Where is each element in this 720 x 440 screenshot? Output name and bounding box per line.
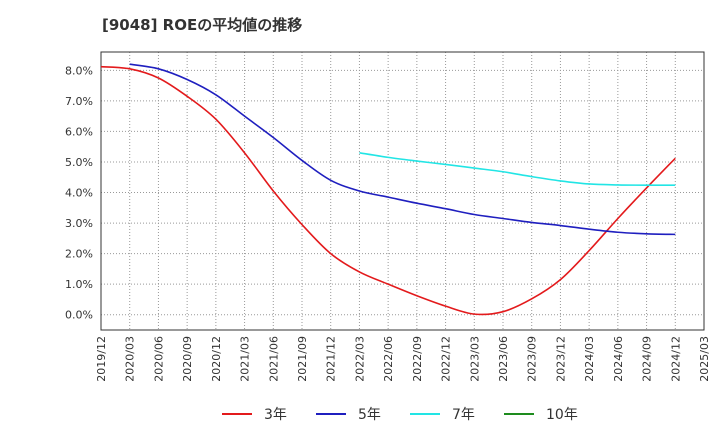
- y-tick-label: 3.0%: [65, 217, 93, 230]
- x-tick-label: 2020/06: [152, 336, 165, 382]
- x-tick-label: 2021/09: [296, 336, 309, 382]
- x-tick-label: 2023/12: [554, 336, 567, 382]
- x-tick-label: 2023/06: [497, 336, 510, 382]
- y-axis-tick-labels: 0.0% 1.0% 2.0% 3.0% 4.0% 5.0% 6.0% 7.0% 8.0%: [65, 64, 93, 321]
- x-tick-label: 2024/03: [583, 336, 596, 382]
- x-tick-label: 2022/12: [440, 336, 453, 382]
- x-tick-label: 2022/09: [411, 336, 424, 382]
- x-tick-label: 2020/03: [124, 336, 137, 382]
- x-tick-label: 2024/12: [669, 336, 682, 382]
- y-tick-label: 4.0%: [65, 187, 93, 200]
- x-tick-label: 2025/03: [698, 336, 711, 382]
- x-tick-label: 2023/09: [526, 336, 539, 382]
- chart-title: [9048] ROEの平均値の推移: [102, 16, 303, 34]
- y-tick-label: 5.0%: [65, 156, 93, 169]
- y-tick-label: 6.0%: [65, 125, 93, 138]
- legend-label-0: 3年: [264, 407, 287, 423]
- x-tick-label: 2024/06: [612, 336, 625, 382]
- y-tick-label: 2.0%: [65, 248, 93, 261]
- series-line-2: [359, 152, 676, 187]
- x-tick-label: 2020/09: [181, 336, 194, 382]
- x-tick-label: 2024/09: [641, 336, 654, 382]
- x-tick-label: 2021/06: [267, 336, 280, 382]
- x-tick-label: 2019/12: [95, 336, 108, 382]
- x-axis-tick-labels: 2019/12 2020/03 2020/06 2020/09 2020/12 2021/…: [95, 336, 711, 382]
- y-tick-label: 1.0%: [65, 278, 93, 291]
- legend-label-1: 5年: [358, 407, 381, 423]
- y-tick-label: 7.0%: [65, 95, 93, 108]
- y-tick-label: 8.0%: [65, 64, 93, 77]
- x-tick-label: 2023/03: [468, 336, 481, 382]
- y-tick-label: 0.0%: [65, 309, 93, 322]
- legend-label-3: 10年: [546, 407, 578, 423]
- x-tick-label: 2022/06: [382, 336, 395, 382]
- series-line-1: [129, 63, 676, 236]
- plot-area-frame: [100, 51, 705, 331]
- x-tick-label: 2021/03: [239, 336, 252, 382]
- x-tick-label: 2022/03: [353, 336, 366, 382]
- series-lines: [100, 63, 676, 316]
- series-line-0: [100, 65, 676, 316]
- x-tick-label: 2021/12: [325, 336, 338, 382]
- grid-lines: [100, 52, 705, 330]
- x-tick-label: 2020/12: [210, 336, 223, 382]
- legend-label-2: 7年: [452, 407, 475, 423]
- legend: 3年 5年 7年 10年: [222, 407, 578, 423]
